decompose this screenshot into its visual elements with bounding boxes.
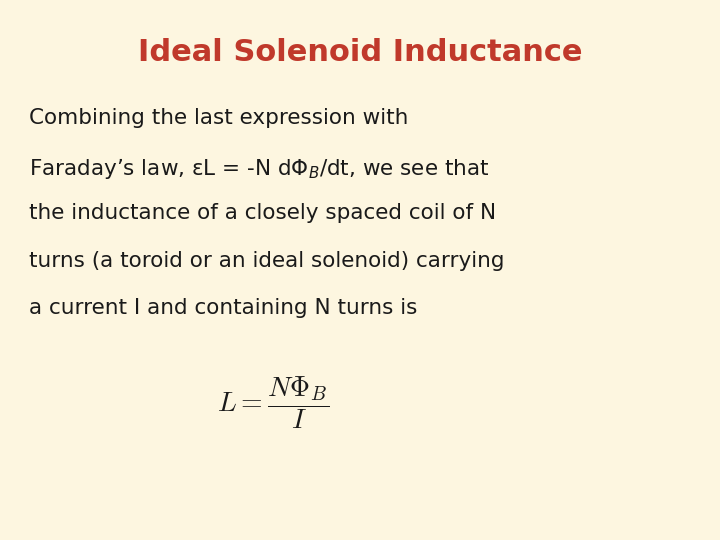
Text: the inductance of a closely spaced coil of N: the inductance of a closely spaced coil … (29, 203, 496, 223)
Text: Ideal Solenoid Inductance: Ideal Solenoid Inductance (138, 38, 582, 67)
Text: turns (a toroid or an ideal solenoid) carrying: turns (a toroid or an ideal solenoid) ca… (29, 251, 504, 271)
Text: Faraday’s law, εL = -N dΦ$_B$/dt, we see that: Faraday’s law, εL = -N dΦ$_B$/dt, we see… (29, 156, 489, 180)
Text: $L = \dfrac{N\Phi_B}{I}$: $L = \dfrac{N\Phi_B}{I}$ (217, 374, 330, 430)
Text: Combining the last expression with: Combining the last expression with (29, 108, 408, 128)
Text: a current I and containing N turns is: a current I and containing N turns is (29, 298, 417, 318)
